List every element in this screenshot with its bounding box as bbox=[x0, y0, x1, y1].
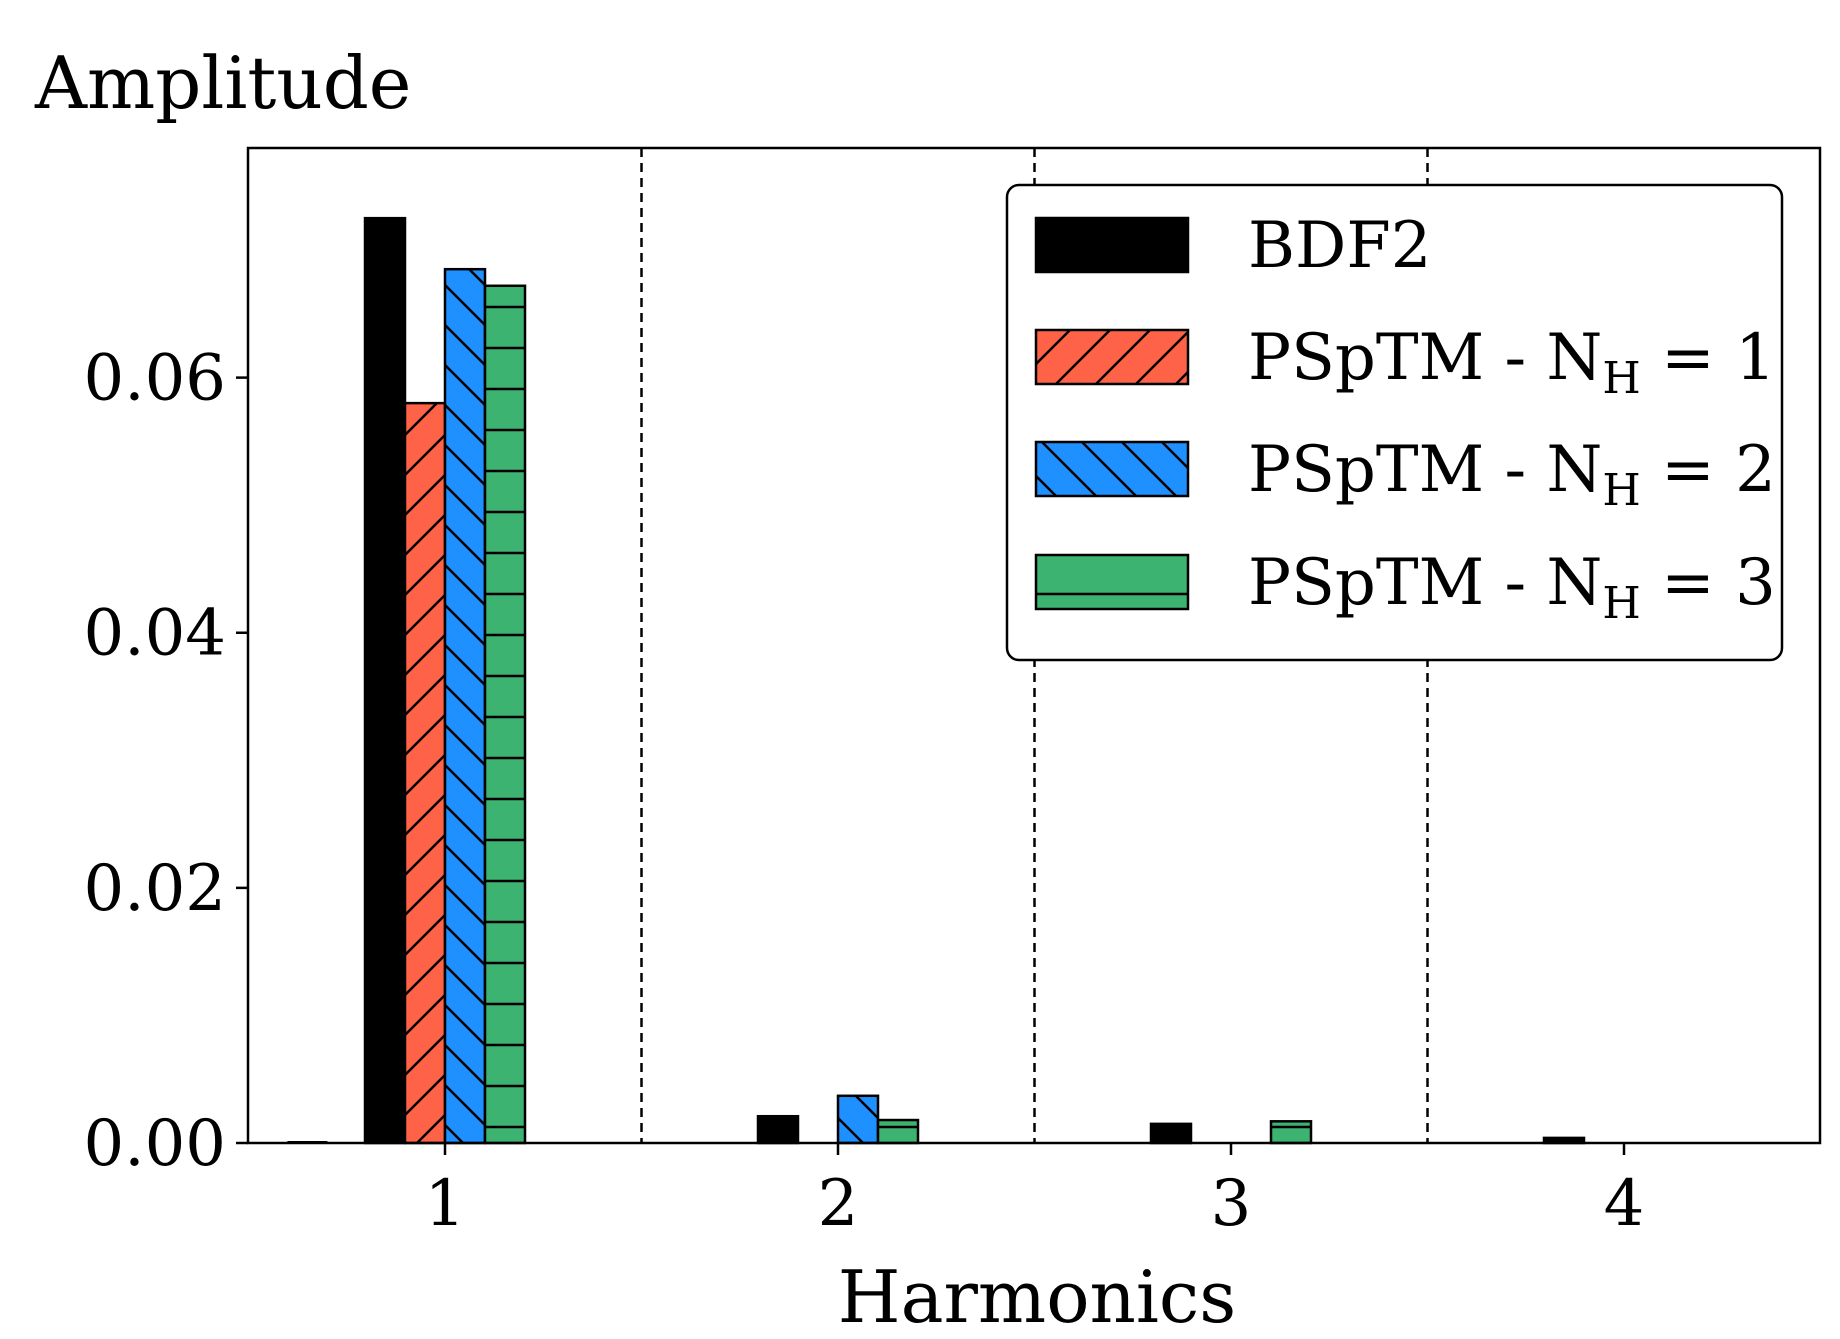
x-tick-label: 1 bbox=[425, 1167, 466, 1241]
legend-label-4: PSpTM - NH = 3 bbox=[1248, 546, 1776, 629]
legend-swatch-hatch bbox=[1036, 330, 1188, 384]
legend-swatch-outline bbox=[1034, 440, 1190, 498]
legend-swatch-hatch bbox=[1036, 442, 1188, 496]
bar-hatch bbox=[485, 285, 525, 1143]
legend-swatch-hatch bbox=[1036, 555, 1188, 609]
y-tick-label: 0.00 bbox=[84, 1107, 227, 1181]
y-ticks: 0.00 0.02 0.04 0.06 bbox=[84, 342, 248, 1181]
bar-hatch bbox=[1271, 1121, 1311, 1143]
y-tick-label: 0.06 bbox=[84, 342, 227, 416]
bars-group bbox=[287, 216, 1586, 1145]
legend-box bbox=[1005, 183, 1784, 662]
legend-label-tail: = 1 bbox=[1641, 321, 1776, 395]
y-tick-label: 0.04 bbox=[84, 597, 227, 671]
x-tick-label: 2 bbox=[818, 1167, 859, 1241]
bar-hatch bbox=[878, 1120, 918, 1143]
legend-swatch-outline bbox=[1034, 216, 1190, 274]
bar-hatch bbox=[405, 403, 445, 1144]
bar-1-3 bbox=[1151, 1123, 1191, 1143]
bar-1-2 bbox=[758, 1116, 798, 1143]
x-tick-label: 3 bbox=[1211, 1167, 1252, 1241]
bar-hatch bbox=[838, 1095, 878, 1143]
y-axis-title: Amplitude bbox=[34, 41, 411, 125]
bar-1-4 bbox=[1544, 1137, 1584, 1143]
bar-hatch bbox=[445, 269, 485, 1143]
legend-label-3: PSpTM - NH = 2 bbox=[1248, 433, 1776, 516]
x-ticks: 1 2 3 4 bbox=[425, 1143, 1645, 1241]
legend-label-main: PSpTM - N bbox=[1248, 321, 1602, 395]
legend-label-subscript: H bbox=[1602, 465, 1640, 516]
legend-label-1: BDF2 bbox=[1248, 209, 1431, 283]
legend-swatch-outline bbox=[1034, 328, 1190, 386]
legend-label-tail: = 3 bbox=[1641, 546, 1776, 620]
legend-label-subscript: H bbox=[1602, 578, 1640, 629]
plot-frame bbox=[246, 146, 1822, 1145]
y-tick-label: 0.02 bbox=[84, 852, 227, 926]
bar-1-1 bbox=[365, 218, 405, 1143]
legend-label-main: PSpTM - N bbox=[1248, 433, 1602, 507]
x-axis-title: Harmonics bbox=[838, 1255, 1236, 1339]
legend-label-main: PSpTM - N bbox=[1248, 546, 1602, 620]
legend-label-main: BDF2 bbox=[1248, 209, 1431, 283]
legend-swatch-outline bbox=[1034, 553, 1190, 611]
legend-swatch-1 bbox=[1036, 218, 1188, 272]
legend-label-subscript: H bbox=[1602, 353, 1640, 404]
legend-label-2: PSpTM - NH = 1 bbox=[1248, 321, 1776, 404]
legend-label-tail: = 2 bbox=[1641, 433, 1776, 507]
x-tick-label: 4 bbox=[1604, 1167, 1645, 1241]
